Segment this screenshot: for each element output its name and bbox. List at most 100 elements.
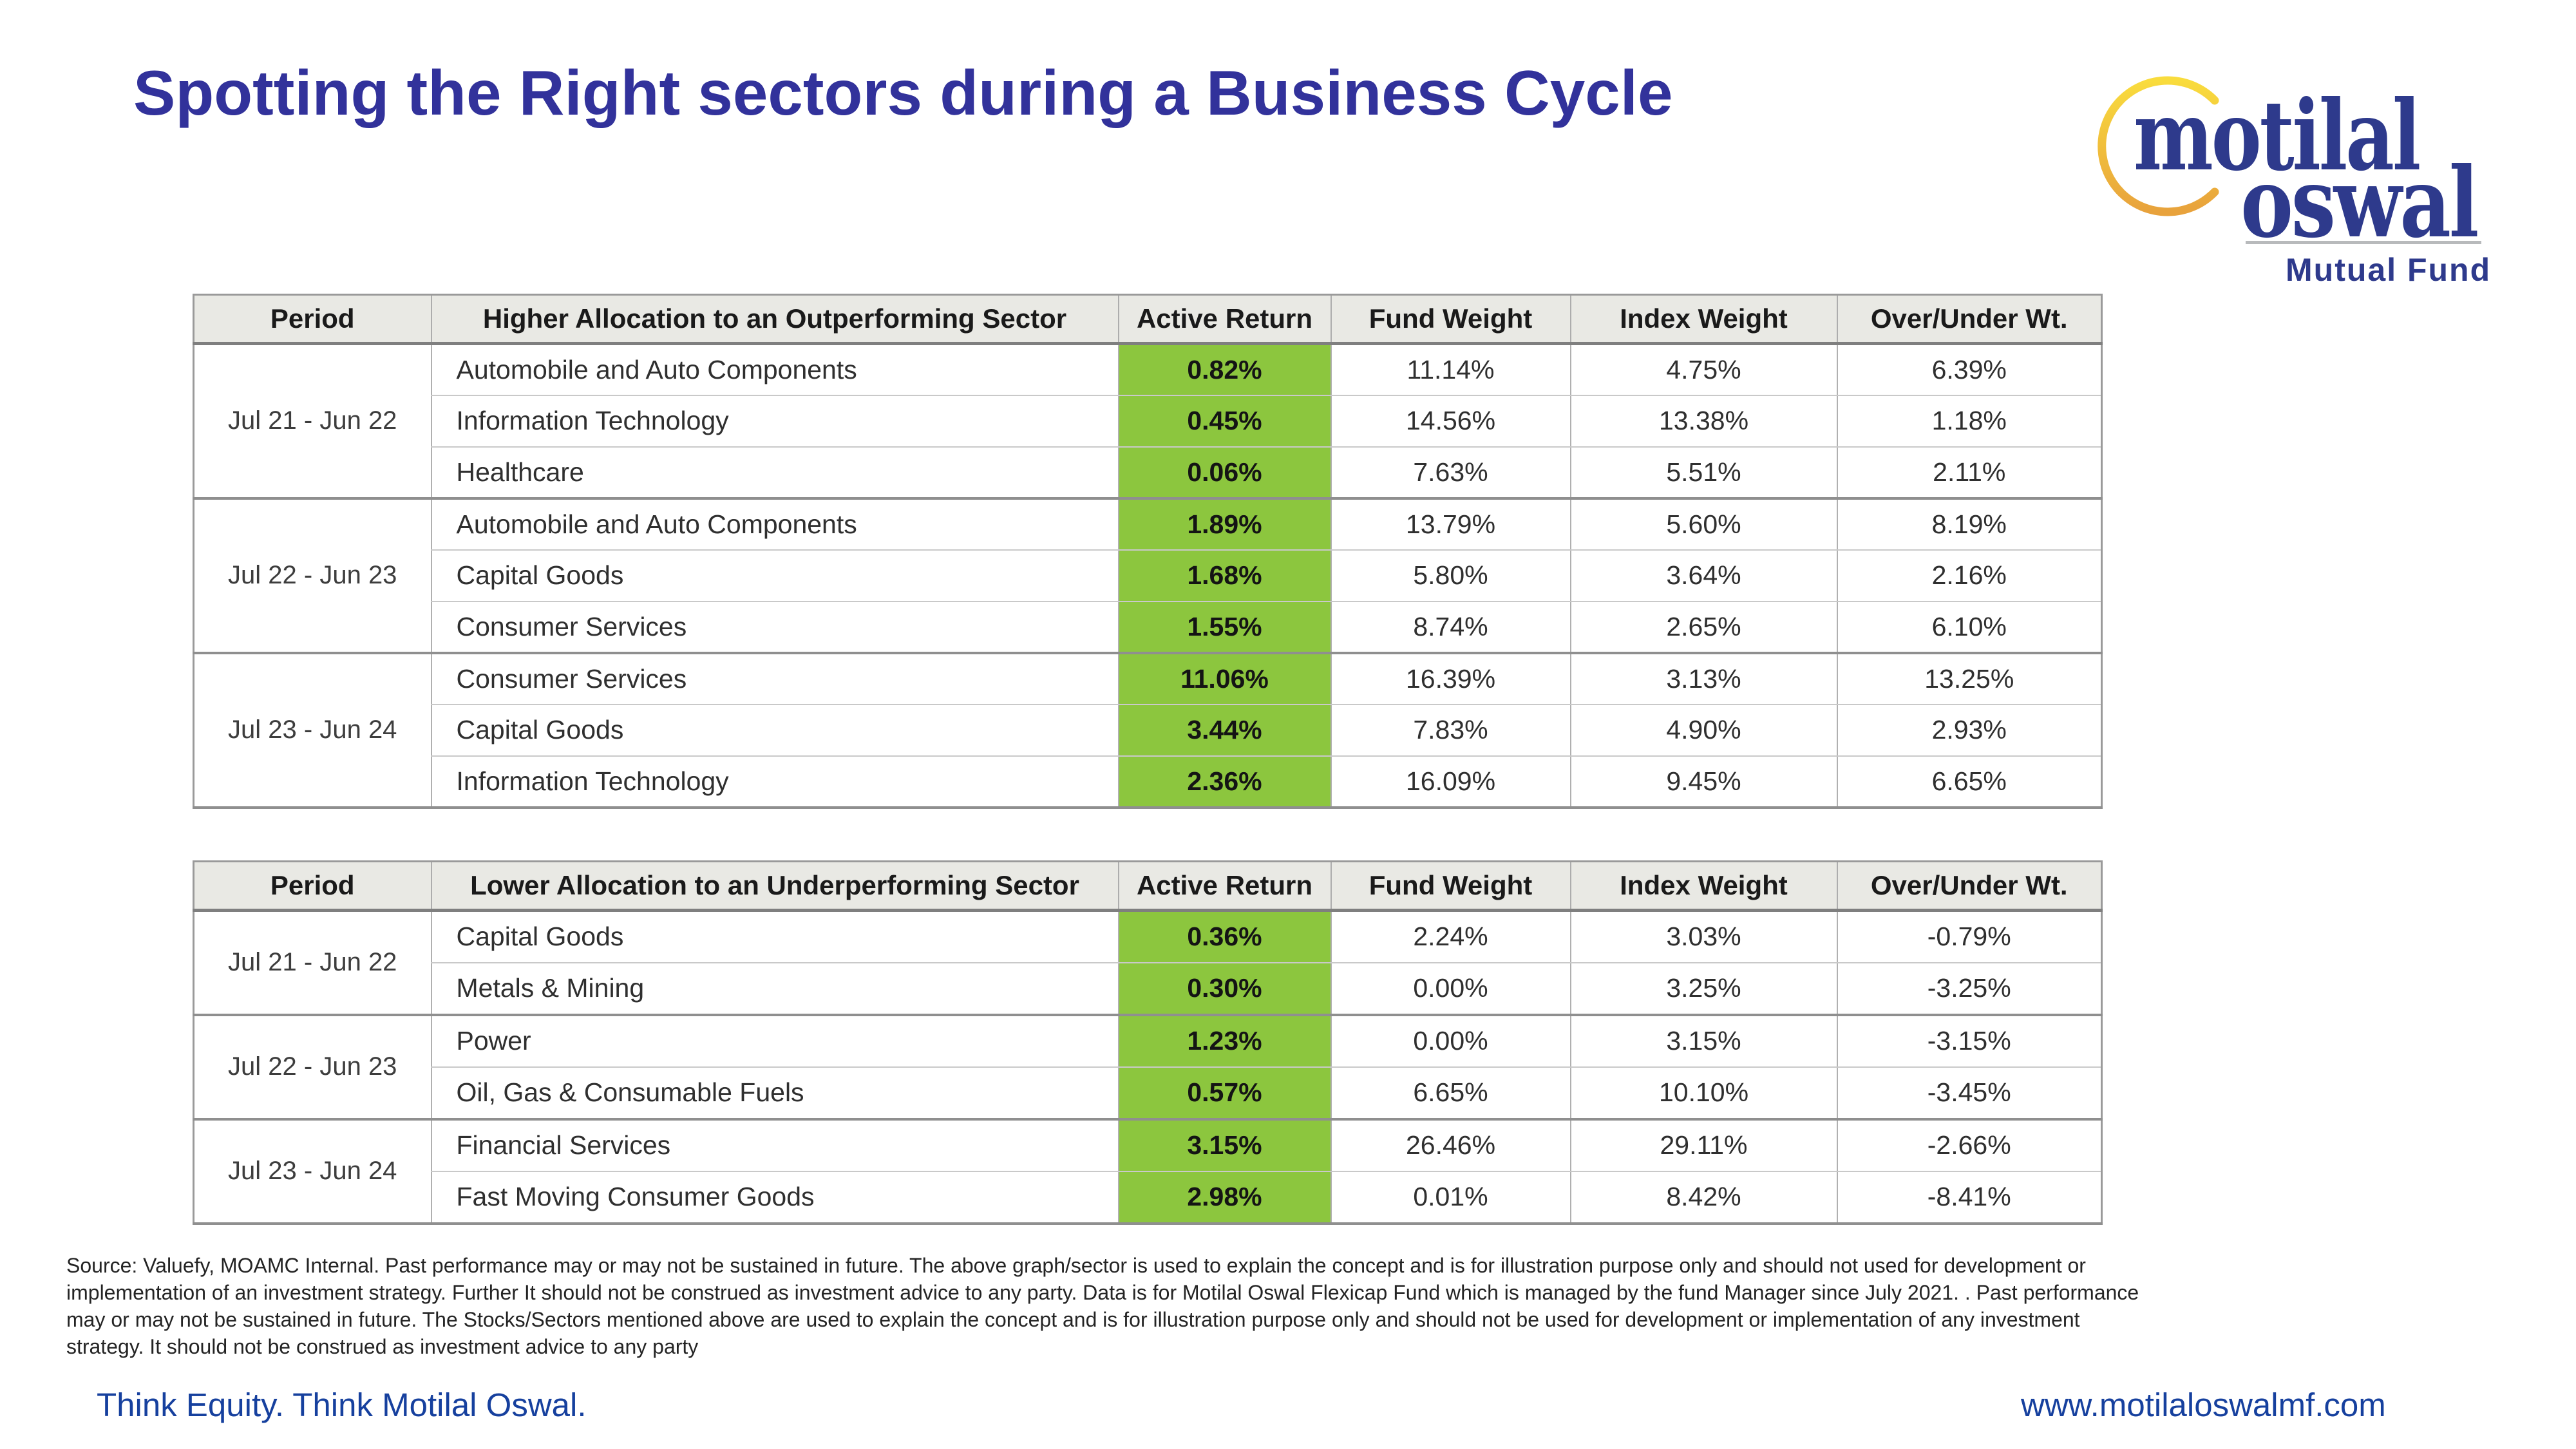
over-under-cell: 2.11% [1836, 446, 2102, 500]
active-return-cell: 2.36% [1117, 755, 1331, 809]
period-cell: Jul 23 - Jun 24 [193, 1119, 431, 1225]
sector-cell: Power [430, 1014, 1119, 1068]
column-header: Fund Weight [1330, 294, 1571, 345]
active-return-cell: 0.06% [1117, 446, 1331, 500]
fund-weight-cell: 6.65% [1330, 1066, 1571, 1121]
index-weight-cell: 4.75% [1569, 343, 1837, 396]
logo-motilal-text: motilal [2134, 79, 2421, 193]
table-row: Information Technology 0.45% 14.56% 13.38% 1… [194, 395, 2102, 448]
logo-oswal-text: oswal [2240, 146, 2479, 260]
sector-cell: Automobile and Auto Components [430, 343, 1119, 396]
index-weight-cell: 3.03% [1569, 910, 1837, 963]
index-weight-cell: 13.38% [1569, 395, 1837, 448]
header-row: Period Lower Allocation to an Underperfor… [193, 861, 2102, 912]
active-return-cell: 0.82% [1117, 343, 1331, 396]
index-weight-cell: 3.13% [1569, 652, 1837, 705]
table-row: Consumer Services 1.55% 8.74% 2.65% 6.10% [194, 601, 2102, 654]
disclaimer-line: strategy. It should not be construed as … [66, 1335, 699, 1358]
table-row: Capital Goods 1.68% 5.80% 3.64% 2.16% [194, 549, 2102, 602]
active-return-cell: 11.06% [1117, 652, 1331, 705]
period-cell: Jul 22 - Jun 23 [193, 498, 431, 654]
over-under-cell: 6.65% [1836, 755, 2102, 809]
index-weight-cell: 9.45% [1569, 755, 1837, 809]
sector-cell: Healthcare [430, 446, 1119, 500]
over-under-cell: -3.15% [1836, 1014, 2102, 1068]
table-row: Oil, Gas & Consumable Fuels 0.57% 6.65% 10.… [194, 1066, 2102, 1121]
over-under-cell: 1.18% [1836, 395, 2102, 448]
table-row: Jul 22 - Jun 23 Power 1.23% 0.00% 3.15% -3.15… [193, 1014, 2102, 1121]
sector-cell: Consumer Services [430, 652, 1119, 705]
fund-weight-cell: 0.00% [1330, 962, 1571, 1016]
over-under-cell: 6.39% [1836, 343, 2102, 396]
period-cell: Jul 21 - Jun 22 [193, 343, 431, 500]
sector-cell: Capital Goods [430, 704, 1119, 757]
index-weight-cell: 10.10% [1569, 1066, 1837, 1121]
active-return-cell: 0.57% [1117, 1066, 1331, 1121]
fund-weight-cell: 13.79% [1330, 498, 1571, 551]
sector-cell: Metals & Mining [430, 962, 1119, 1016]
sector-cell: Information Technology [430, 755, 1119, 809]
table-row: Capital Goods 3.44% 7.83% 4.90% 2.93% [194, 704, 2102, 757]
sector-cell: Oil, Gas & Consumable Fuels [430, 1066, 1119, 1121]
fund-weight-cell: 14.56% [1330, 395, 1571, 448]
period-cell: Jul 23 - Jun 24 [193, 652, 431, 809]
active-return-cell: 1.55% [1117, 601, 1331, 654]
fund-weight-cell: 26.46% [1330, 1119, 1571, 1172]
over-under-cell: -3.25% [1836, 962, 2102, 1016]
column-header: Period [193, 294, 431, 345]
tagline: Think Equity. Think Motilal Oswal. [97, 1387, 587, 1423]
sector-cell: Information Technology [430, 395, 1119, 448]
index-weight-cell: 3.15% [1569, 1014, 1837, 1068]
page-title: Spotting the Right sectors during a Busi… [133, 57, 1673, 128]
disclaimer-line: Source: Valuefy, MOAMC Internal. Past pe… [66, 1254, 2086, 1277]
column-header: Index Weight [1569, 294, 1837, 345]
active-return-cell: 0.36% [1117, 910, 1331, 963]
sector-cell: Fast Moving Consumer Goods [430, 1171, 1119, 1225]
column-header: Period [193, 861, 431, 912]
over-under-cell: 6.10% [1836, 601, 2102, 654]
period-cell: Jul 21 - Jun 22 [193, 910, 431, 1016]
table-row: Jul 23 - Jun 24 Financial Services 3.15% 26… [193, 1119, 2102, 1225]
over-under-cell: 8.19% [1836, 498, 2102, 551]
sector-cell: Automobile and Auto Components [430, 498, 1119, 551]
active-return-cell: 0.45% [1117, 395, 1331, 448]
table-row: Metals & Mining 0.30% 0.00% 3.25% -3.25% [194, 962, 2102, 1016]
fund-weight-cell: 7.83% [1330, 704, 1571, 757]
table-row: Information Technology 2.36% 16.09% 9.45% 6.… [194, 755, 2102, 809]
index-weight-cell: 5.60% [1569, 498, 1837, 551]
logo-arc-icon [2098, 76, 2219, 216]
table-row: Jul 22 - Jun 23 Automobile and Auto Compo… [193, 498, 2102, 654]
index-weight-cell: 2.65% [1569, 601, 1837, 654]
active-return-cell: 1.89% [1117, 498, 1331, 551]
over-under-cell: -2.66% [1836, 1119, 2102, 1172]
logo-subtitle: Mutual Fund [2286, 252, 2492, 288]
column-header: Over/Under Wt. [1836, 294, 2102, 345]
disclaimer-line: may or may not be sustained in future. T… [66, 1308, 2080, 1331]
outperforming-sector-table: Period Higher Allocation to an Outperform… [193, 294, 2103, 809]
index-weight-cell: 4.90% [1569, 704, 1837, 757]
index-weight-cell: 29.11% [1569, 1119, 1837, 1172]
table-row: Fast Moving Consumer Goods 2.98% 0.01% 8.42… [194, 1171, 2102, 1225]
over-under-cell: 13.25% [1836, 652, 2102, 705]
fund-weight-cell: 7.63% [1330, 446, 1571, 500]
source-disclaimer: Source: Valuefy, MOAMC Internal. Past pe… [66, 1252, 2139, 1360]
column-header: Over/Under Wt. [1836, 861, 2102, 912]
header-row: Period Higher Allocation to an Outperform… [193, 294, 2102, 345]
over-under-cell: -0.79% [1836, 910, 2102, 963]
active-return-cell: 0.30% [1117, 962, 1331, 1016]
index-weight-cell: 8.42% [1569, 1171, 1837, 1225]
active-return-cell: 3.44% [1117, 704, 1331, 757]
motilal-oswal-logo: motilal oswal Mutual Fund [2095, 64, 2520, 288]
website-link[interactable]: www.motilaloswalmf.com [2021, 1387, 2386, 1423]
fund-weight-cell: 16.09% [1330, 755, 1571, 809]
underperforming-sector-table: Period Lower Allocation to an Underperfor… [193, 860, 2103, 1225]
over-under-cell: 2.93% [1836, 704, 2102, 757]
period-cell: Jul 22 - Jun 23 [193, 1014, 431, 1121]
table-row: Jul 21 - Jun 22 Capital Goods 0.36% 2.24% 3.… [193, 910, 2102, 1016]
logo-divider [2246, 241, 2481, 244]
index-weight-cell: 5.51% [1569, 446, 1837, 500]
fund-weight-cell: 16.39% [1330, 652, 1571, 705]
active-return-cell: 2.98% [1117, 1171, 1331, 1225]
index-weight-cell: 3.64% [1569, 549, 1837, 602]
